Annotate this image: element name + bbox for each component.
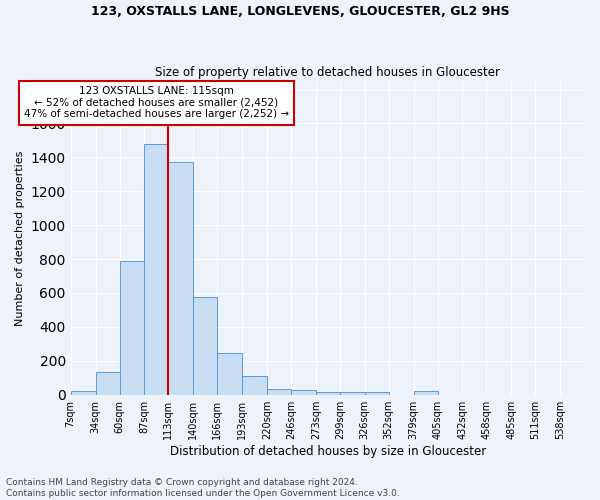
Bar	[267, 389, 291, 394]
Text: 123, OXSTALLS LANE, LONGLEVENS, GLOUCESTER, GL2 9HS: 123, OXSTALLS LANE, LONGLEVENS, GLOUCEST…	[91, 5, 509, 18]
Bar	[291, 390, 316, 394]
Bar	[71, 392, 95, 394]
Bar	[365, 392, 389, 394]
Text: Contains HM Land Registry data © Crown copyright and database right 2024.
Contai: Contains HM Land Registry data © Crown c…	[6, 478, 400, 498]
Bar	[95, 372, 119, 394]
Bar	[413, 392, 437, 394]
X-axis label: Distribution of detached houses by size in Gloucester: Distribution of detached houses by size …	[170, 444, 486, 458]
Bar	[145, 144, 169, 395]
Bar	[193, 297, 217, 394]
Bar	[316, 392, 340, 394]
Bar	[217, 353, 242, 395]
Bar	[169, 162, 193, 394]
Bar	[340, 392, 365, 394]
Title: Size of property relative to detached houses in Gloucester: Size of property relative to detached ho…	[155, 66, 500, 78]
Bar	[242, 376, 267, 394]
Y-axis label: Number of detached properties: Number of detached properties	[15, 150, 25, 326]
Text: 123 OXSTALLS LANE: 115sqm
← 52% of detached houses are smaller (2,452)
47% of se: 123 OXSTALLS LANE: 115sqm ← 52% of detac…	[24, 86, 289, 120]
Bar	[119, 261, 145, 394]
